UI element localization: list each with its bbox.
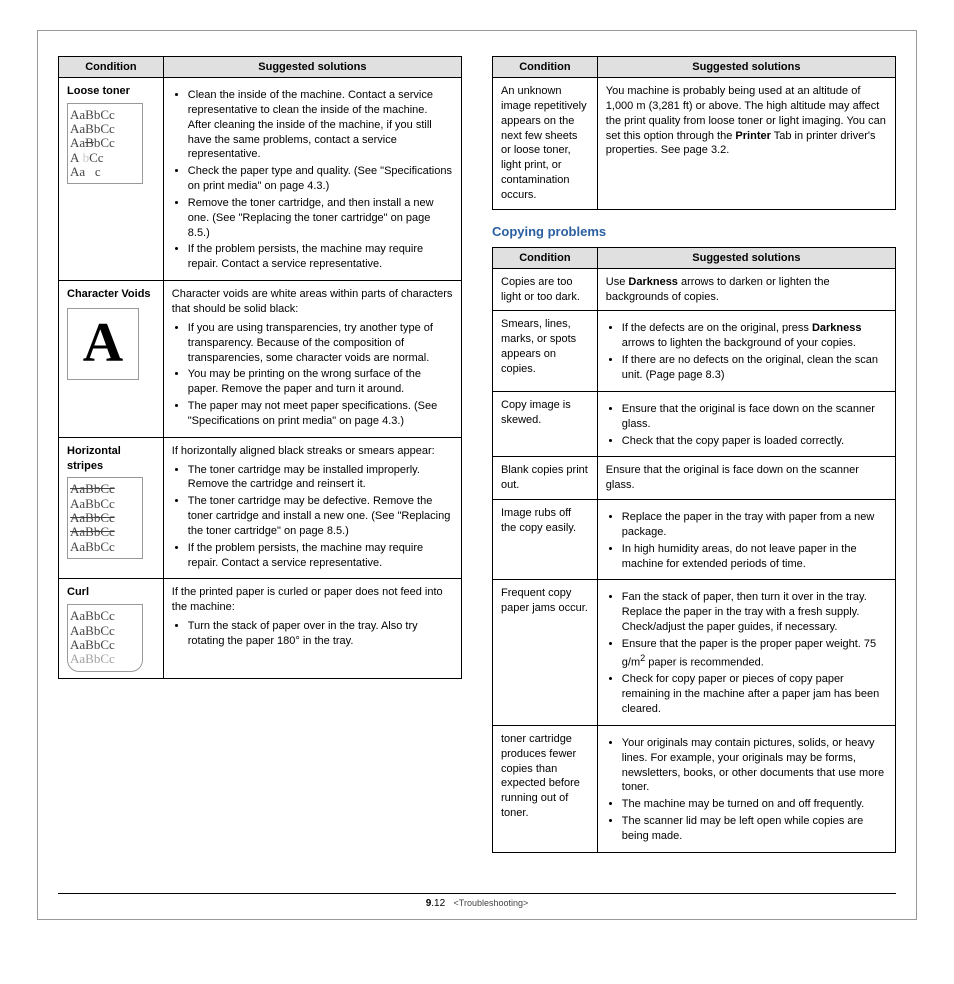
sol-item: In high humidity areas, do not leave pap… [622, 542, 887, 572]
r2-sol-cell: Ensure that the original is face down on… [597, 391, 895, 457]
sol-item: The paper may not meet paper specificati… [188, 399, 453, 429]
r2-sol-cell: Ensure that the original is face down on… [597, 457, 895, 500]
r1-th-solutions: Suggested solutions [597, 57, 895, 78]
section-heading: Copying problems [492, 224, 896, 239]
r2-sol-cell: Use Darkness arrows to darken or lighten… [597, 268, 895, 311]
curl-icon: AaBbCcAaBbCcAaBbCcAaBbCc [67, 604, 143, 671]
loose-toner-icon: AaBbCcAaBbCcAaBbCcA bCcAa c [67, 103, 143, 184]
sol-item: If you are using transparencies, try ano… [188, 321, 453, 366]
stripes-icon: AaBbCcAaBbCcAaBbCcAaBbCcAaBbCc [67, 477, 143, 558]
sol-item: Check that the copy paper is loaded corr… [622, 434, 887, 449]
r2-cond-cell: Blank copies print out. [493, 457, 598, 500]
sol-item: If the problem persists, the machine may… [188, 242, 453, 272]
sol-item: Ensure that the original is face down on… [622, 402, 887, 432]
footer-chapter: <Troubleshooting> [454, 898, 529, 908]
r2-cond-cell: toner cartridge produces fewer copies th… [493, 725, 598, 852]
sol-item: Clean the inside of the machine. Contact… [188, 88, 453, 162]
sol-item: Your originals may contain pictures, sol… [622, 736, 887, 795]
r2-cond-cell: Copy image is skewed. [493, 391, 598, 457]
left-cond-cell: Curl AaBbCcAaBbCcAaBbCcAaBbCc [59, 579, 164, 678]
sol-item: Remove the toner cartridge, and then ins… [188, 196, 453, 241]
cond-label: Loose toner [67, 84, 155, 99]
right-table-1: Condition Suggested solutions An unknown… [492, 56, 896, 210]
left-cond-cell: Character Voids A [59, 281, 164, 438]
columns: Condition Suggested solutions Loose tone… [58, 56, 896, 853]
r2-sol-cell: Your originals may contain pictures, sol… [597, 725, 895, 852]
sol-item: The machine may be turned on and off fre… [622, 797, 887, 812]
cond-label: Horizontal stripes [67, 444, 155, 474]
sol-item: Ensure that the paper is the proper pape… [622, 637, 887, 670]
sol-item: Replace the paper in the tray with paper… [622, 510, 887, 540]
sol-list: Your originals may contain pictures, sol… [606, 736, 887, 844]
sol-item: If there are no defects on the original,… [622, 353, 887, 383]
sol-list: If the defects are on the original, pres… [606, 321, 887, 382]
footer: 9.12 <Troubleshooting> [58, 893, 896, 909]
sol-item: Check the paper type and quality. (See "… [188, 164, 453, 194]
r2-cond-cell: Smears, lines, marks, or spots appears o… [493, 311, 598, 391]
r2-sol-cell: If the defects are on the original, pres… [597, 311, 895, 391]
sol-intro: Character voids are white areas within p… [172, 287, 453, 317]
left-sol-cell: Clean the inside of the machine. Contact… [163, 78, 461, 281]
right-table-2: Condition Suggested solutions Copies are… [492, 247, 896, 853]
sol-list: If you are using transparencies, try ano… [172, 321, 453, 429]
sol-item: Fan the stack of paper, then turn it ove… [622, 590, 887, 635]
r2-sol-cell: Replace the paper in the tray with paper… [597, 500, 895, 580]
sol-item: The scanner lid may be left open while c… [622, 814, 887, 844]
cond-label: Curl [67, 585, 155, 600]
sol-list: The toner cartridge may be installed imp… [172, 463, 453, 571]
sol-item: Turn the stack of paper over in the tray… [188, 619, 453, 649]
r1-cond: An unknown image repetitively appears on… [493, 78, 598, 210]
left-sol-cell: If the printed paper is curled or paper … [163, 579, 461, 678]
left-table: Condition Suggested solutions Loose tone… [58, 56, 462, 679]
r2-cond-cell: Image rubs off the copy easily. [493, 500, 598, 580]
r1-sol: You machine is probably being used at an… [597, 78, 895, 210]
page-num-rest: .12 [431, 898, 445, 909]
sol-item: Check for copy paper or pieces of copy p… [622, 672, 887, 717]
sol-list: Ensure that the original is face down on… [606, 402, 887, 449]
sol-list: Clean the inside of the machine. Contact… [172, 88, 453, 272]
sol-list: Replace the paper in the tray with paper… [606, 510, 887, 571]
page: Condition Suggested solutions Loose tone… [37, 30, 917, 920]
sol-item: If the defects are on the original, pres… [622, 321, 887, 351]
left-cond-cell: Loose toner AaBbCcAaBbCcAaBbCcA bCcAa c [59, 78, 164, 281]
left-cond-cell: Horizontal stripesAaBbCcAaBbCcAaBbCcAaBb… [59, 437, 164, 579]
sol-item: If the problem persists, the machine may… [188, 541, 453, 571]
right-column: Condition Suggested solutions An unknown… [492, 56, 896, 853]
r2-th-condition: Condition [493, 247, 598, 268]
sol-intro: If the printed paper is curled or paper … [172, 585, 453, 615]
sol-list: Fan the stack of paper, then turn it ove… [606, 590, 887, 716]
char-void-icon: A [67, 308, 139, 380]
cond-label: Character Voids [67, 287, 155, 302]
sol-item: The toner cartridge may be defective. Re… [188, 494, 453, 539]
r2-cond-cell: Frequent copy paper jams occur. [493, 580, 598, 725]
left-column: Condition Suggested solutions Loose tone… [58, 56, 462, 853]
sol-intro: If horizontally aligned black streaks or… [172, 444, 453, 459]
r2-th-solutions: Suggested solutions [597, 247, 895, 268]
r1-th-condition: Condition [493, 57, 598, 78]
left-th-solutions: Suggested solutions [163, 57, 461, 78]
left-sol-cell: Character voids are white areas within p… [163, 281, 461, 438]
r2-cond-cell: Copies are too light or too dark. [493, 268, 598, 311]
sol-item: You may be printing on the wrong surface… [188, 367, 453, 397]
sol-list: Turn the stack of paper over in the tray… [172, 619, 453, 649]
left-sol-cell: If horizontally aligned black streaks or… [163, 437, 461, 579]
left-th-condition: Condition [59, 57, 164, 78]
sol-item: The toner cartridge may be installed imp… [188, 463, 453, 493]
r2-sol-cell: Fan the stack of paper, then turn it ove… [597, 580, 895, 725]
